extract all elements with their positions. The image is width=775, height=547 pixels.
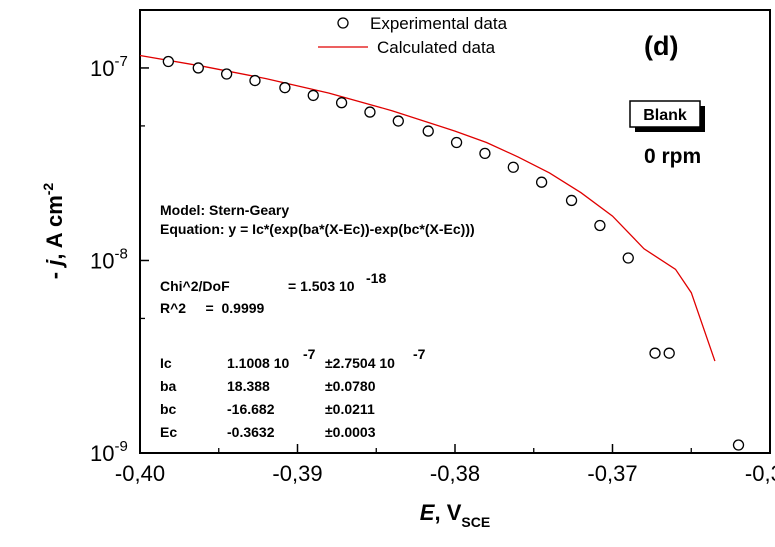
y-tick-exponent: -7: [114, 53, 127, 70]
legend-marker-experimental: [337, 17, 349, 29]
y-axis-title-prefix: -: [42, 266, 67, 279]
blank-box: Blank: [629, 100, 705, 132]
experimental-data-point: [535, 176, 548, 188]
experimental-data-point: [507, 161, 519, 173]
param-value: 18.388: [227, 378, 270, 394]
y-axis-title-sup: -2: [40, 183, 56, 196]
y-tick-label: 10-9: [90, 438, 128, 466]
x-axis-title-unit: , V: [434, 500, 461, 525]
blank-label: Blank: [643, 107, 687, 124]
experimental-data-point: [649, 347, 661, 359]
y-tick-exponent: -9: [114, 438, 127, 455]
axis-ticks: [139, 67, 771, 454]
experimental-data-point: [479, 147, 491, 160]
y-tick-exponent: -8: [114, 245, 127, 262]
param-error: ±2.7504 10: [325, 355, 395, 371]
experimental-data-point: [279, 82, 291, 94]
x-axis-title-symbol: E: [420, 500, 436, 525]
param-error: ±0.0003: [325, 424, 376, 440]
y-tick-label: 10-8: [90, 245, 128, 273]
experimental-data-point: [663, 347, 675, 359]
experimental-data-point: [162, 55, 175, 68]
param-value: -0.3632: [227, 424, 275, 440]
x-axis-title-sub: SCE: [461, 514, 490, 530]
experimental-data-point: [192, 62, 204, 74]
y-tick-labels: 10-910-810-7: [90, 53, 128, 466]
experimental-data-point: [307, 89, 319, 102]
param-value: -16.682: [227, 401, 275, 417]
experimental-data-point: [249, 74, 261, 87]
y-tick-label: 10-7: [90, 53, 128, 81]
equation-text: Equation: y = Ic*(exp(ba*(X-Ec))-exp(bc*…: [160, 221, 475, 237]
y-axis-title: - j, A cm-2: [40, 183, 67, 280]
x-tick-label: -0,36: [745, 461, 775, 486]
chi-value: = 1.503 10: [288, 278, 355, 294]
legend-label-calculated: Calculated data: [377, 38, 496, 57]
experimental-data-series: [162, 55, 745, 451]
y-tick-base: 10: [90, 248, 114, 273]
legend: Experimental data Calculated data: [318, 14, 508, 57]
param-error-exponent: -7: [413, 346, 426, 362]
experimental-data-point: [220, 68, 233, 80]
x-tick-labels: -0,40 -0,39 -0,38 -0,37 -0,36: [115, 461, 775, 486]
x-tick-label: -0,37: [587, 461, 637, 486]
param-name: ba: [160, 378, 177, 394]
experimental-data-point: [450, 136, 463, 149]
experimental-data-point: [565, 194, 578, 207]
experimental-data-point: [622, 252, 634, 264]
param-error: ±0.0211: [325, 401, 375, 417]
param-value: 1.1008 10: [227, 355, 289, 371]
experimental-data-point: [594, 219, 606, 232]
x-tick-label: -0,40: [115, 461, 165, 486]
experimental-data-point: [422, 125, 434, 137]
experimental-data-point: [732, 439, 745, 451]
param-name: bc: [160, 401, 177, 417]
y-axis-title-symbol: j: [42, 259, 67, 269]
parameter-table: Ic 1.1008 10 -7 ±2.7504 10 -7 ba 18.388 ±0.0780…: [160, 346, 426, 440]
x-tick-label: -0,39: [272, 461, 322, 486]
r2-text: R^2 = 0.9999: [160, 300, 265, 316]
y-tick-base: 10: [90, 56, 114, 81]
x-axis-title: E, VSCE: [420, 500, 490, 530]
experimental-data-point: [335, 97, 348, 109]
param-error: ±0.0780: [325, 378, 376, 394]
blank-box-face: [629, 100, 701, 128]
param-name: Ic: [160, 355, 172, 371]
rpm-label: 0 rpm: [644, 145, 701, 168]
chi-exponent: -18: [366, 270, 386, 286]
model-text: Model: Stern-Geary: [160, 202, 289, 218]
panel-label: (d): [644, 31, 678, 61]
legend-label-experimental: Experimental data: [370, 14, 508, 33]
x-tick-label: -0,38: [430, 461, 480, 486]
param-name: Ec: [160, 424, 177, 440]
experimental-data-point: [364, 106, 376, 118]
param-value-exponent: -7: [303, 346, 316, 362]
y-axis-title-unit: , A cm: [42, 195, 67, 259]
experimental-data-point: [392, 115, 404, 127]
y-tick-base: 10: [90, 441, 114, 466]
chi-label: Chi^2/DoF: [160, 278, 230, 294]
